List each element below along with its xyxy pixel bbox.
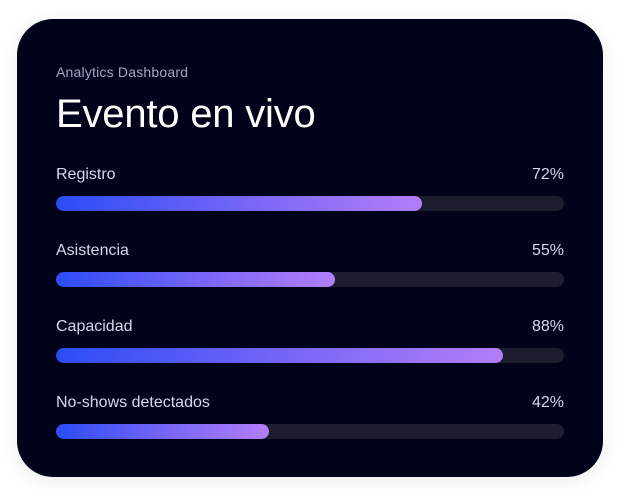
metric-header: Capacidad 88% xyxy=(56,317,564,337)
progress-fill xyxy=(56,424,270,439)
dashboard-eyebrow: Analytics Dashboard xyxy=(56,64,189,80)
page-title: Evento en vivo xyxy=(56,92,316,136)
metric-label: Asistencia xyxy=(56,242,129,259)
metric-label: Registro xyxy=(56,166,116,183)
dashboard-card: Analytics Dashboard Evento en vivo Regis… xyxy=(17,19,603,477)
metric-header: No-shows detectados 42% xyxy=(56,393,564,413)
metric-value: 55% xyxy=(531,242,564,259)
metric-registro: Registro 72% xyxy=(56,165,564,241)
progress-track xyxy=(56,196,564,211)
metrics-list: Registro 72% Asistencia 55% Capacidad 88… xyxy=(56,165,564,469)
metric-value: 88% xyxy=(531,318,564,335)
metric-capacidad: Capacidad 88% xyxy=(56,317,564,393)
metric-value: 42% xyxy=(531,394,564,411)
progress-track xyxy=(56,424,564,439)
metric-label: No-shows detectados xyxy=(56,394,210,411)
metric-header: Asistencia 55% xyxy=(56,241,564,261)
progress-track xyxy=(56,272,564,287)
progress-fill xyxy=(56,272,336,287)
progress-fill xyxy=(56,348,504,363)
progress-fill xyxy=(56,196,422,211)
metric-asistencia: Asistencia 55% xyxy=(56,241,564,317)
metric-no-shows: No-shows detectados 42% xyxy=(56,393,564,469)
metric-header: Registro 72% xyxy=(56,165,564,185)
progress-track xyxy=(56,348,564,363)
metric-value: 72% xyxy=(531,166,564,183)
metric-label: Capacidad xyxy=(56,318,133,335)
